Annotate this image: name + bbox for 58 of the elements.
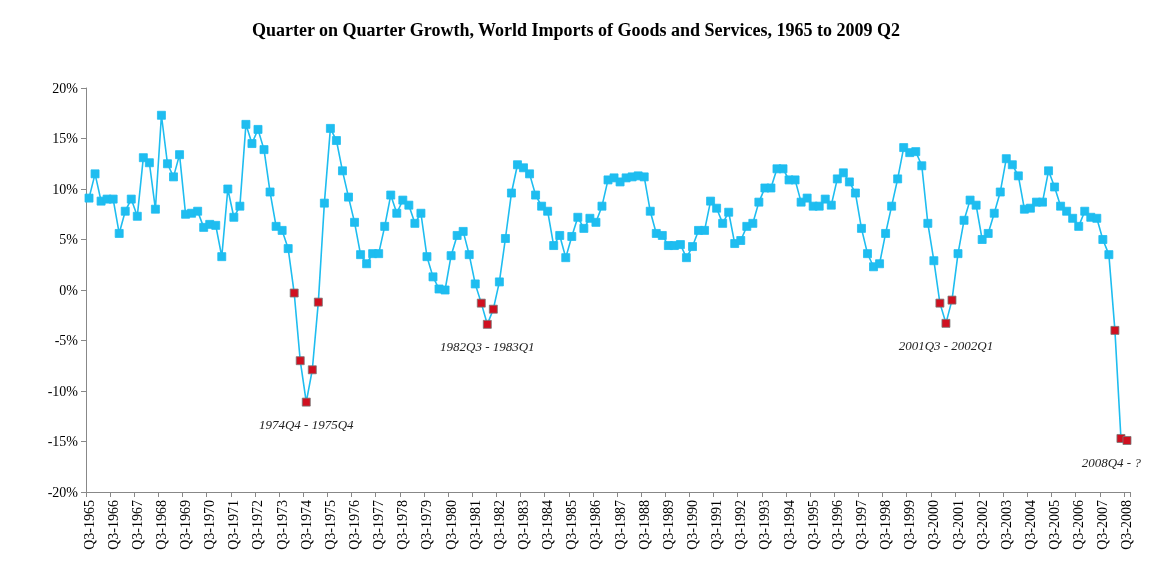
x-tick-label: Q3-1985 [564,500,580,550]
annotation: 1982Q3 - 1983Q1 [440,338,535,354]
x-tick-label: Q3-1982 [491,500,507,550]
x-tick-label: Q3-1984 [540,500,556,550]
x-tick-label: Q3-1998 [878,500,894,550]
x-tick-label: Q3-1971 [226,500,242,550]
x-tick-label: Q3-1995 [805,500,821,550]
x-tick-label: Q3-1965 [81,500,97,550]
y-tick-label: 20% [52,80,79,96]
x-tick-label: Q3-1983 [516,500,532,550]
x-tick-label: Q3-1966 [105,500,121,550]
x-tick-label: Q3-1988 [636,500,652,550]
x-tick-label: Q3-1976 [347,500,363,550]
annotation: 2001Q3 - 2002Q1 [898,337,994,353]
x-tick-label: Q3-1969 [178,500,194,550]
x-tick-label: Q3-2000 [926,500,942,550]
x-tick-label: Q3-2004 [1022,500,1038,550]
x-tick-label: Q3-1980 [443,500,459,550]
x-tick-label: Q3-1981 [467,500,483,550]
x-tick-label: Q3-1973 [274,500,290,550]
x-tick-label: Q3-1979 [419,500,435,550]
x-tick-label: Q3-1967 [129,500,145,550]
x-tick-label: Q3-2001 [950,500,966,550]
x-tick-label: Q3-1989 [660,500,676,550]
x-tick-label: Q3-1990 [684,500,700,550]
y-tick-label: -15% [47,434,79,449]
x-tick-label: Q3-1993 [757,500,773,550]
x-tick-label: Q3-1997 [853,500,869,550]
x-tick-label: Q3-1972 [250,500,266,550]
annotation: 2008Q4 - ? [1081,454,1142,470]
y-tick-label: 15% [52,131,79,146]
x-tick-label: Q3-1991 [709,500,725,550]
y-tick-label: -5% [54,333,79,348]
x-tick-label: Q3-2002 [974,500,990,550]
x-tick-label: Q3-1978 [395,500,411,550]
x-tick-label: Q3-1987 [612,500,628,550]
x-tick-label: Q3-1968 [153,500,169,550]
x-tick-label: Q3-1996 [829,500,845,550]
x-tick-label: Q3-1994 [781,500,797,550]
x-tick-label: Q3-1986 [588,500,604,550]
y-tick-label: 0% [59,282,79,298]
x-tick-label: Q3-2007 [1095,500,1111,550]
x-tick-label: Q3-1992 [733,500,749,550]
x-tick-label: Q3-1977 [371,500,387,550]
x-tick-label: Q3-1975 [322,500,338,550]
y-tick-label: 5% [59,232,79,247]
y-tick-label: -10% [47,383,79,399]
x-tick-label: Q3-2006 [1071,500,1087,550]
x-tick-label: Q3-1970 [202,500,218,550]
y-tick-label: -20% [47,484,79,500]
x-tick-label: Q3-1999 [902,500,918,550]
x-tick-label: Q3-2005 [1047,500,1063,550]
chart-title: Quarter on Quarter Growth, World Imports of Goods and Services, 1965 to 2009 Q2 [251,20,901,40]
y-tick-label: 10% [52,181,79,197]
x-tick-label: Q3-1974 [298,500,314,550]
x-tick-label: Q3-2008 [1119,500,1135,550]
x-tick-label: Q3-2003 [998,500,1014,550]
annotation: 1974Q4 - 1975Q4 [258,416,355,432]
